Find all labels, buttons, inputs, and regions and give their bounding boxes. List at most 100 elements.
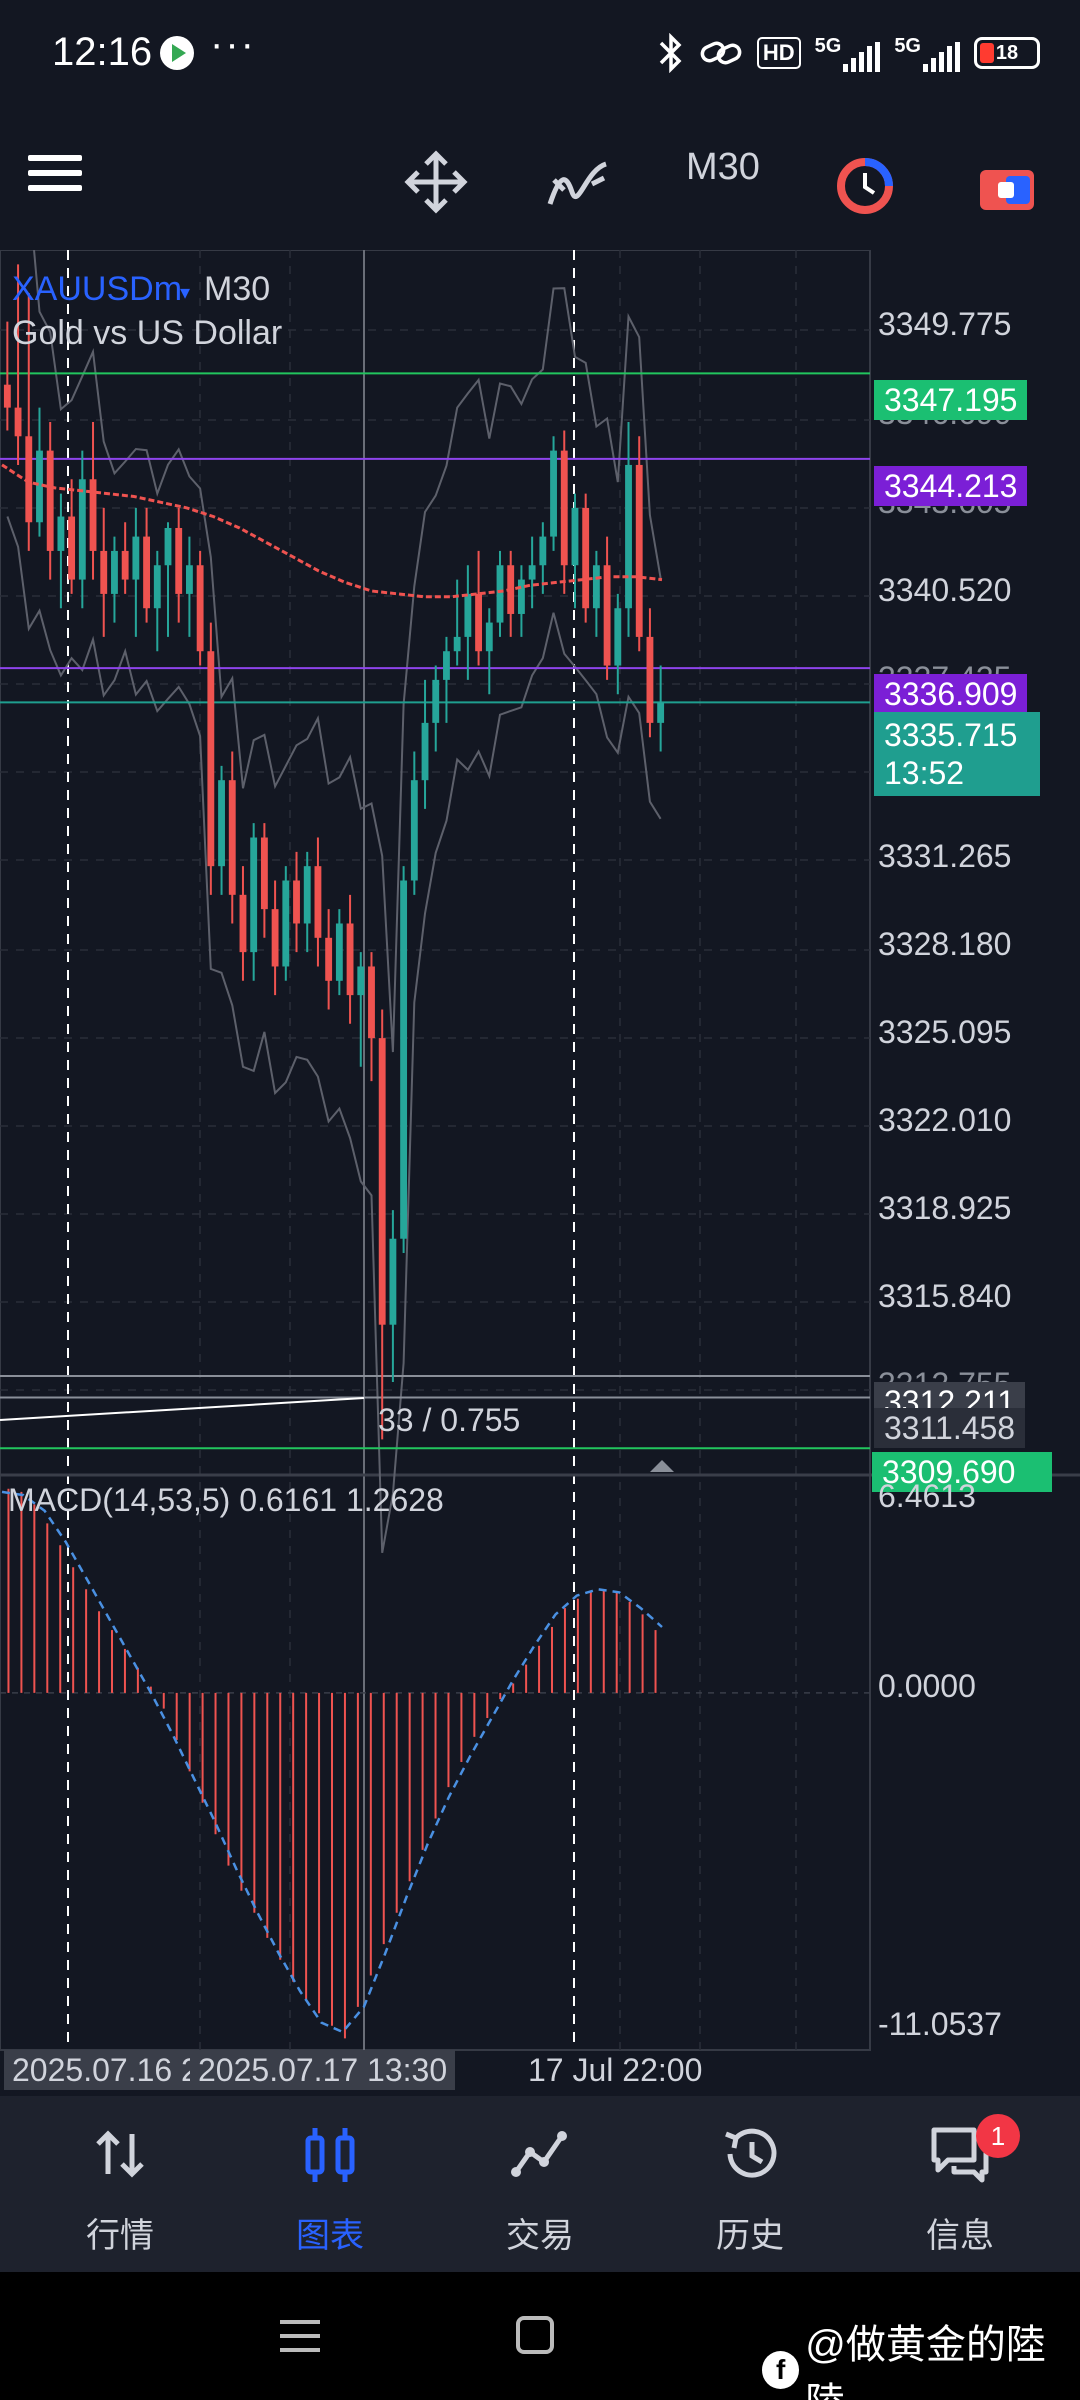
candle-body [228,780,236,895]
candle-body [496,565,504,623]
recents-icon[interactable] [280,2320,320,2356]
candle-body [282,880,290,967]
candle-body [325,937,333,981]
candle-body [421,722,429,781]
candle-body [646,636,654,723]
candle-body [453,636,461,652]
symbol-description: Gold vs US Dollar [12,314,283,352]
nav-quotes[interactable]: 行情 [12,2096,228,2272]
symbol-timeframe: M30 [204,270,271,308]
candle-body [218,780,225,867]
candle-body [271,909,279,967]
candle-body [36,450,43,523]
candle-body [635,464,643,637]
time-axis-label: 2025.07.17 13:30 [190,2050,456,2090]
home-icon[interactable] [516,2316,554,2354]
chart-canvas[interactable] [0,250,1080,2096]
candle-body [78,479,86,580]
candle-body [410,780,418,881]
nav-label: 历史 [716,2217,784,2255]
candle-body [196,565,204,652]
nav-chart[interactable]: 图表 [222,2096,438,2272]
signal-bars-icon [923,41,960,72]
moving-average-line [1,463,663,599]
color-wheel-icon[interactable] [836,144,894,228]
candle-body [485,622,493,652]
history-clock-icon [725,2128,777,2178]
candle-body [111,550,118,594]
candle-body [475,593,483,652]
candle-body [121,550,129,580]
status-time: 12:16 [52,30,153,74]
candle-body [539,536,547,566]
timeframe-button[interactable]: M30 [686,146,760,188]
candle-body [357,966,365,996]
candle-body [657,702,665,723]
candle-body [164,527,172,566]
chart-area[interactable]: XAUUSDm ▾ M30 Gold vs US Dollar 3349.775… [0,250,1080,2096]
macd-axis-label: 0.0000 [878,1668,976,1704]
collapse-arrow-icon [650,1460,674,1472]
candle-body [185,565,193,594]
candle-body [378,1038,386,1325]
candle-body [46,450,54,551]
candle-body [571,507,579,566]
candle-body [592,565,600,609]
quotes-arrows-icon [96,2130,144,2178]
candle-body [517,579,525,614]
nav-messages[interactable]: 信息 [852,2096,1068,2272]
nav-trade[interactable]: 交易 [432,2096,648,2272]
net-label-1: 5G [814,34,842,57]
candle-body [132,536,140,580]
price-axis-label: 3315.840 [878,1278,1012,1314]
price-tag-green-top: 3347.195 [874,380,1028,420]
candle-body [143,536,151,609]
symbol-dropdown-icon[interactable]: ▾ [180,282,191,304]
indicators-icon[interactable] [546,142,610,226]
candle-body [314,866,322,938]
status-more-icon: ··· [210,22,256,66]
candle-body [239,894,247,953]
bar-countdown: 13:52 [884,755,965,791]
hd-label: HD [762,40,795,65]
trend-line [0,1397,365,1421]
candle-body [346,923,354,996]
measure-label: 33 / 0.755 [378,1402,521,1438]
candle-body [625,464,632,609]
price-axis-label: 3328.180 [878,926,1012,962]
price-axis-label: 3318.925 [878,1190,1012,1226]
candle-body [250,837,258,953]
price-axis-label: 3322.010 [878,1102,1012,1138]
band-lower-line [6,516,662,1553]
signal-2: 5G [894,35,960,72]
candle-body [464,593,472,637]
crosshair-move-icon[interactable] [404,140,468,224]
candle-body [57,516,65,551]
price-tag-green-bottom: 3309.690 [872,1452,1052,1492]
candle-body [432,679,440,723]
band-upper-line [33,250,662,1053]
menu-icon[interactable] [28,146,82,206]
time-axis-label: 17 Jul 22:00 [528,2052,703,2088]
candle-body [400,880,408,1239]
candle-body [175,527,183,594]
candle-body [560,450,568,566]
nav-history[interactable]: 历史 [642,2096,858,2272]
candle-body [303,866,311,924]
bottom-nav: 行情 图表 交易 历史 信息 [0,2096,1080,2272]
candle-body [550,450,557,537]
bid-price: 3335.715 [884,717,1018,753]
watermark: f @做黄金的陸陸 [762,2312,1080,2400]
nav-label: 行情 [86,2217,154,2255]
weibo-icon: f [762,2351,800,2389]
candle-body [260,837,268,910]
symbol-name[interactable]: XAUUSDm [12,270,183,308]
candle-body [207,651,215,867]
candle-body [443,651,450,680]
macd-label[interactable]: MACD(14,53,5) 0.6161 1.2628 [8,1482,444,1518]
hd-badge: HD [756,37,801,69]
macd-axis-label: 6.4613 [878,1478,976,1514]
link-icon [700,41,742,65]
macd-axis-label: -11.0537 [878,2006,1002,2042]
toggle-icon[interactable] [978,148,1036,232]
